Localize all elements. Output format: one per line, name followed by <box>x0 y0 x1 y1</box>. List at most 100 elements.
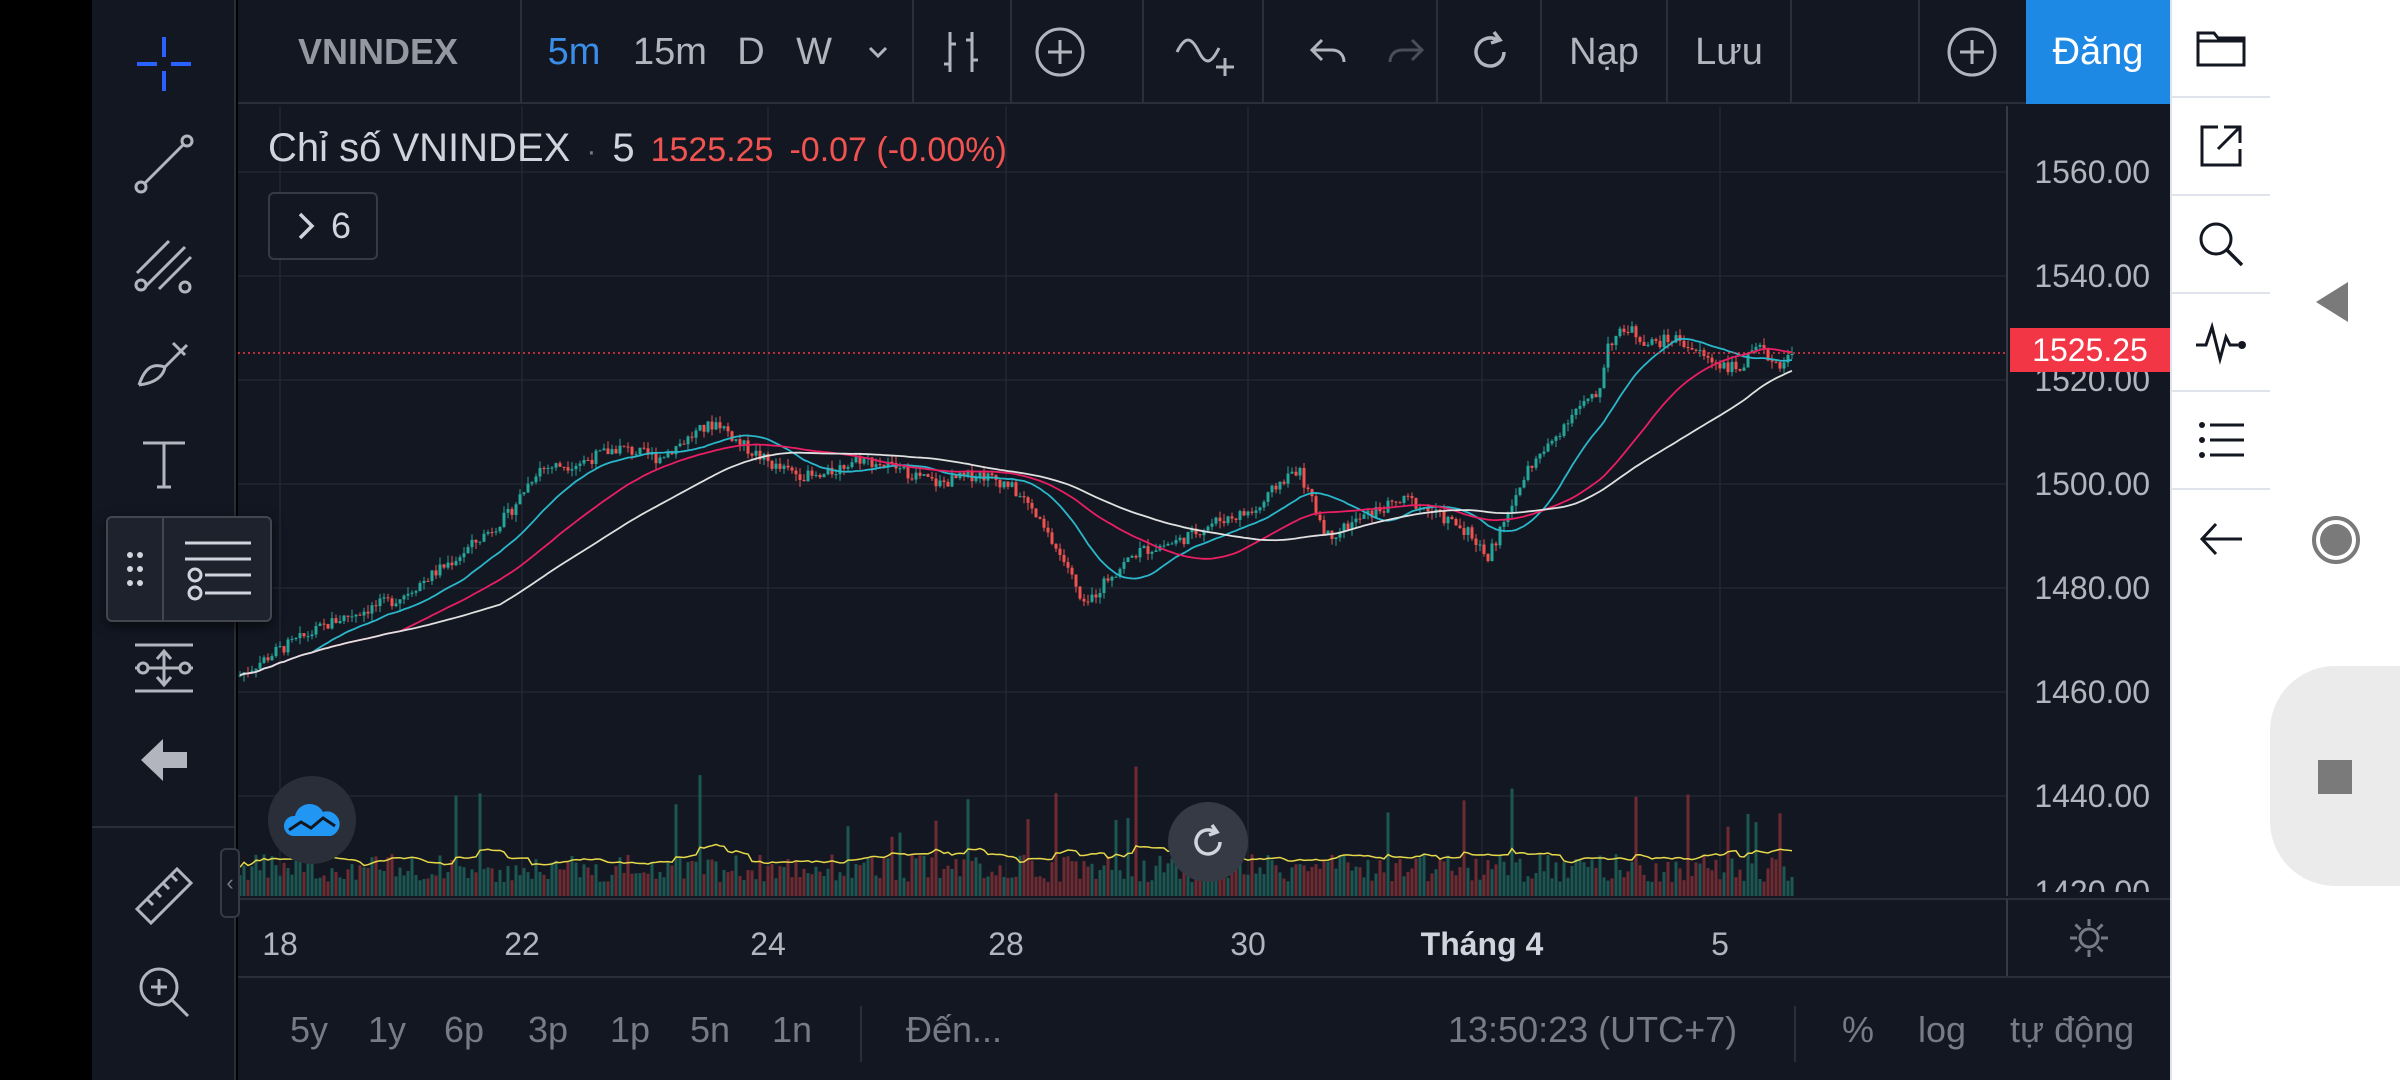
chart-canvas[interactable]: Chỉ số VNINDEX · 5 1525.25 -0.07 (-0.00%… <box>238 106 2006 896</box>
volume-bar <box>1494 864 1498 896</box>
symbol-search[interactable]: VNINDEX <box>238 0 518 104</box>
timeframe-w[interactable]: W <box>784 0 844 104</box>
candle-body <box>1242 511 1246 516</box>
volume-bar <box>1042 878 1046 896</box>
range-5y[interactable]: 5y <box>290 978 328 1080</box>
auto-scale-toggle[interactable]: tự động <box>2010 978 2134 1080</box>
collapse-toolbar-button[interactable]: ‹ <box>220 848 240 918</box>
candle-body <box>734 439 738 441</box>
price-scale[interactable]: 1560.00 1540.00 1520.00 1500.00 1480.00 … <box>2006 106 2170 896</box>
pulse-button[interactable] <box>2172 294 2270 392</box>
volume-bar <box>1338 855 1342 896</box>
clock-timezone[interactable]: 13:50:23 (UTC+7) <box>1448 978 1737 1080</box>
signup-button[interactable]: Đăng <box>2026 0 2170 104</box>
candle-body <box>294 638 298 640</box>
time-axis[interactable]: 18 22 24 28 30 Tháng 4 5 <box>238 898 2006 976</box>
pitchfork-tool[interactable] <box>92 216 236 312</box>
timeframe-d[interactable]: D <box>726 0 776 104</box>
volume-bar <box>650 862 654 896</box>
search-button[interactable] <box>2172 196 2270 294</box>
range-3p[interactable]: 3p <box>528 978 568 1080</box>
chart-legend: Chỉ số VNINDEX · 5 1525.25 -0.07 (-0.00%… <box>268 126 1007 171</box>
load-button[interactable]: Nạp <box>1542 0 1666 104</box>
crosshair-tool[interactable] <box>92 16 236 112</box>
add-button[interactable] <box>1920 0 2024 104</box>
range-1n[interactable]: 1n <box>772 978 812 1080</box>
tool-options-button[interactable] <box>166 518 270 620</box>
range-1p[interactable]: 1p <box>610 978 650 1080</box>
range-1y[interactable]: 1y <box>368 978 406 1080</box>
candle-body <box>654 453 658 464</box>
candle-body <box>1734 361 1738 370</box>
zoom-in-tool[interactable] <box>92 944 236 1040</box>
measure-tool[interactable] <box>92 620 236 716</box>
volume-bar <box>1010 877 1014 896</box>
volume-bar <box>1074 861 1078 896</box>
nav-back-icon[interactable] <box>2316 282 2348 322</box>
candle-body <box>982 472 986 481</box>
volume-bar <box>682 878 686 896</box>
indicators-toggle[interactable]: 6 <box>268 192 378 260</box>
brush-tool[interactable] <box>92 316 236 412</box>
timeframe-15m[interactable]: 15m <box>622 0 718 104</box>
undo-button[interactable] <box>1288 0 1368 104</box>
candle-body <box>1354 518 1358 523</box>
candle-body <box>1142 546 1146 549</box>
drag-handle[interactable] <box>108 518 164 620</box>
goto-date-button[interactable]: Đến... <box>906 978 1002 1080</box>
reset-chart-button[interactable] <box>1168 802 1248 882</box>
volume-bar <box>1786 880 1790 896</box>
timeframe-5m[interactable]: 5m <box>534 0 614 104</box>
back-tool[interactable] <box>92 712 236 808</box>
range-5n[interactable]: 5n <box>690 978 730 1080</box>
candle-body <box>434 570 438 576</box>
ruler-tool[interactable] <box>92 848 236 944</box>
time-label: 28 <box>988 926 1024 962</box>
open-folder-button[interactable] <box>2172 0 2270 98</box>
candle-body <box>702 424 706 432</box>
candle-body <box>650 453 654 455</box>
price-label: 1560.00 <box>2034 154 2150 190</box>
candle-body <box>1458 525 1462 529</box>
volume-bar <box>1250 854 1254 896</box>
cloud-button[interactable] <box>268 776 356 864</box>
chart-type-button[interactable] <box>914 0 1010 104</box>
reload-button[interactable] <box>1438 0 1542 104</box>
log-toggle[interactable]: log <box>1918 978 1966 1080</box>
volume-bar <box>1690 875 1694 896</box>
volume-bar <box>582 864 586 896</box>
range-6p[interactable]: 6p <box>444 978 484 1080</box>
indicators-button[interactable] <box>1144 0 1272 104</box>
compare-button[interactable] <box>1012 0 1108 104</box>
save-button[interactable]: Lưu <box>1668 0 1790 104</box>
candle-body <box>1770 360 1774 362</box>
candle-body <box>494 531 498 533</box>
candle-body <box>806 470 810 482</box>
chevron-down-icon <box>868 46 888 59</box>
watchlist-button[interactable] <box>2172 392 2270 490</box>
back-button[interactable] <box>2172 490 2270 588</box>
redo-button[interactable] <box>1366 0 1446 104</box>
fib-icon <box>134 239 193 294</box>
volume-bar <box>1562 862 1566 896</box>
open-external-button[interactable] <box>2172 98 2270 196</box>
volume-bar <box>1622 877 1626 896</box>
volume-bar <box>1582 862 1586 896</box>
candle-body <box>1666 334 1670 342</box>
candle-body <box>770 460 774 469</box>
trend-line-tool[interactable] <box>92 116 236 212</box>
candle-body <box>882 464 886 467</box>
timeframe-dropdown[interactable] <box>848 0 908 104</box>
chart-settings-button[interactable] <box>2006 898 2170 976</box>
volume-bar <box>1382 872 1386 896</box>
volume-bar <box>1498 856 1502 896</box>
stop-icon[interactable] <box>2318 760 2352 794</box>
text-tool[interactable] <box>92 416 236 512</box>
volume-bar <box>266 877 270 896</box>
candle-body <box>1230 516 1234 519</box>
volume-bar <box>1646 881 1650 896</box>
percent-toggle[interactable]: % <box>1842 978 1874 1080</box>
nav-home-icon[interactable] <box>2312 516 2360 564</box>
volume-bar <box>1446 855 1450 896</box>
brush-icon <box>137 341 189 387</box>
